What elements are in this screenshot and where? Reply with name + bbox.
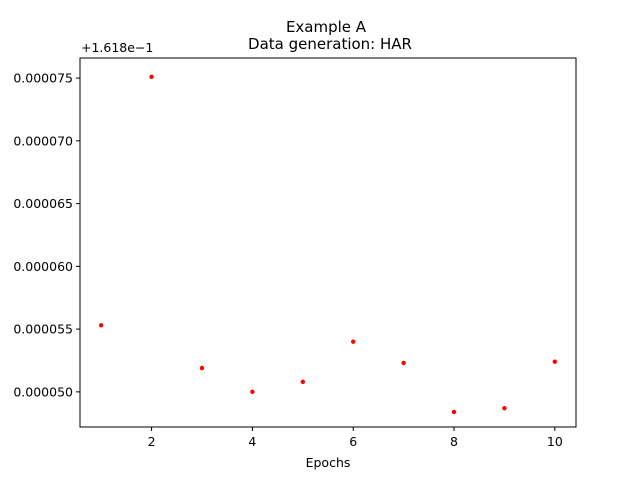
- x-tick-label: 6: [349, 434, 357, 449]
- y-tick-label: 0.000060: [13, 259, 73, 274]
- data-point: [552, 359, 558, 364]
- data-points: [98, 74, 558, 415]
- x-tick-label: 8: [450, 434, 458, 449]
- data-point: [250, 389, 255, 395]
- y-tick-label: 0.000070: [13, 133, 73, 148]
- chart-subtitle: Data generation: HAR: [248, 35, 412, 53]
- chart-title: Example A: [286, 18, 367, 36]
- data-point: [502, 405, 507, 411]
- y-axis-ticks: 0.000050 0.000055 0.000060 0.000065 0.000070…: [13, 71, 80, 399]
- data-point: [149, 74, 154, 80]
- data-point: [199, 365, 205, 371]
- y-tick-label: 0.000065: [13, 196, 73, 211]
- y-tick-label: 0.000075: [13, 71, 73, 86]
- x-tick-label: 2: [148, 434, 156, 449]
- y-tick-label: 0.000055: [13, 322, 73, 337]
- x-tick-label: 10: [547, 434, 563, 449]
- data-point: [98, 323, 104, 328]
- x-tick-label: 4: [248, 434, 256, 449]
- data-point: [300, 379, 305, 385]
- data-point: [451, 409, 457, 415]
- x-axis-ticks: 2 4 6 8 10: [148, 427, 563, 449]
- data-point: [401, 360, 406, 366]
- y-offset-label: +1.618e−1: [81, 40, 153, 55]
- y-tick-label: 0.000050: [13, 384, 73, 399]
- x-axis-label: Epochs: [306, 455, 351, 470]
- plot-frame: [79, 57, 577, 428]
- data-point: [351, 339, 356, 344]
